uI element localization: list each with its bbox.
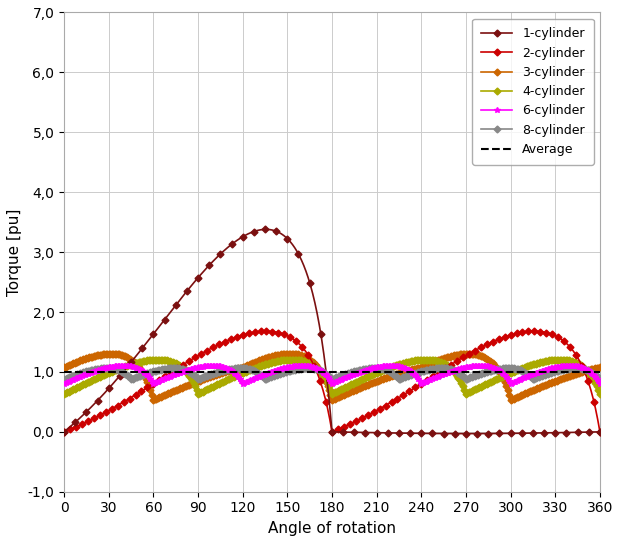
1-cylinder bbox=[376, 430, 384, 436]
1-cylinder bbox=[324, 388, 332, 395]
Line: 1-cylinder: 1-cylinder bbox=[61, 227, 602, 436]
Line: 3-cylinder: 3-cylinder bbox=[61, 351, 602, 402]
6-cylinder bbox=[179, 369, 186, 375]
8-cylinder bbox=[596, 376, 604, 382]
1-cylinder bbox=[201, 267, 208, 273]
2-cylinder bbox=[324, 408, 332, 415]
6-cylinder bbox=[202, 363, 209, 369]
4-cylinder bbox=[430, 357, 437, 363]
4-cylinder bbox=[60, 390, 68, 397]
3-cylinder bbox=[549, 379, 556, 386]
6-cylinder bbox=[378, 363, 385, 370]
4-cylinder bbox=[548, 357, 556, 363]
1-cylinder bbox=[430, 430, 437, 437]
2-cylinder bbox=[596, 428, 604, 435]
2-cylinder bbox=[60, 428, 68, 435]
Line: 4-cylinder: 4-cylinder bbox=[61, 357, 602, 396]
2-cylinder bbox=[263, 328, 270, 334]
1-cylinder bbox=[178, 294, 185, 301]
4-cylinder bbox=[376, 368, 384, 375]
3-cylinder bbox=[430, 359, 438, 365]
Line: 2-cylinder: 2-cylinder bbox=[61, 329, 602, 434]
X-axis label: Angle of rotation: Angle of rotation bbox=[268, 521, 396, 536]
2-cylinder bbox=[376, 405, 384, 412]
Line: 6-cylinder: 6-cylinder bbox=[61, 363, 603, 387]
6-cylinder bbox=[549, 365, 556, 371]
3-cylinder bbox=[179, 384, 187, 390]
8-cylinder bbox=[103, 365, 110, 371]
2-cylinder bbox=[430, 372, 437, 379]
3-cylinder bbox=[326, 387, 333, 393]
3-cylinder bbox=[149, 396, 157, 403]
2-cylinder bbox=[178, 362, 185, 369]
8-cylinder bbox=[179, 366, 186, 372]
3-cylinder bbox=[378, 376, 385, 383]
3-cylinder bbox=[203, 375, 210, 381]
8-cylinder bbox=[324, 372, 332, 378]
6-cylinder bbox=[119, 362, 126, 369]
8-cylinder bbox=[60, 376, 68, 382]
Average bbox=[62, 369, 69, 375]
4-cylinder bbox=[179, 365, 186, 371]
Y-axis label: Torque [pu]: Torque [pu] bbox=[7, 209, 22, 296]
1-cylinder bbox=[262, 226, 270, 232]
3-cylinder bbox=[107, 350, 115, 357]
2-cylinder bbox=[201, 349, 208, 355]
Line: 8-cylinder: 8-cylinder bbox=[61, 365, 602, 382]
8-cylinder bbox=[202, 373, 209, 380]
Average bbox=[60, 369, 68, 375]
3-cylinder bbox=[60, 364, 68, 371]
1-cylinder bbox=[549, 430, 556, 436]
6-cylinder bbox=[60, 380, 68, 387]
8-cylinder bbox=[376, 365, 384, 372]
8-cylinder bbox=[430, 365, 437, 372]
4-cylinder bbox=[202, 387, 209, 394]
8-cylinder bbox=[548, 369, 556, 376]
2-cylinder bbox=[548, 331, 556, 337]
6-cylinder bbox=[326, 376, 333, 382]
6-cylinder bbox=[430, 375, 438, 381]
6-cylinder bbox=[239, 380, 246, 387]
Legend: 1-cylinder, 2-cylinder, 3-cylinder, 4-cylinder, 6-cylinder, 8-cylinder, Average: 1-cylinder, 2-cylinder, 3-cylinder, 4-cy… bbox=[472, 18, 593, 165]
3-cylinder bbox=[596, 364, 604, 371]
6-cylinder bbox=[596, 380, 604, 387]
1-cylinder bbox=[462, 431, 469, 437]
4-cylinder bbox=[596, 390, 604, 397]
4-cylinder bbox=[324, 382, 332, 388]
4-cylinder bbox=[154, 356, 162, 363]
1-cylinder bbox=[60, 428, 68, 435]
1-cylinder bbox=[596, 428, 604, 435]
